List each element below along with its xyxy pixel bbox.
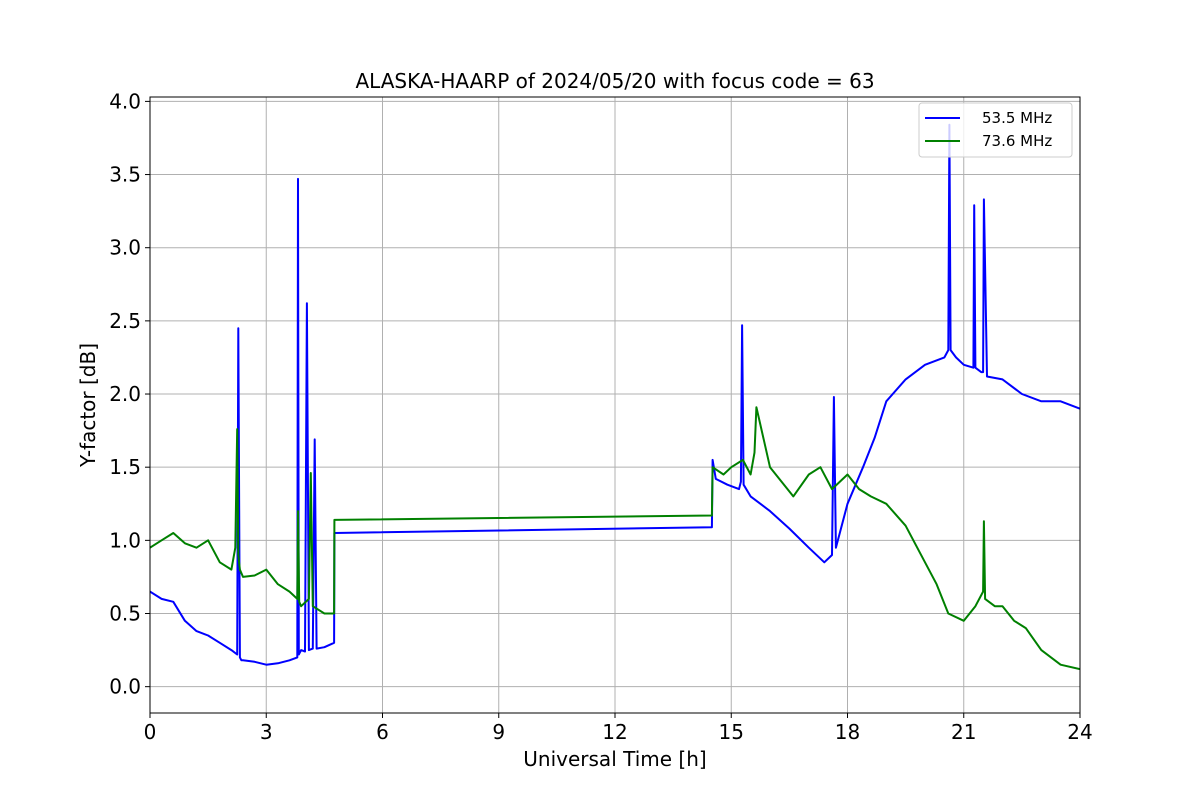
- x-tick-label: 18: [835, 720, 860, 744]
- legend-label-0: 53.5 MHz: [982, 109, 1052, 127]
- series-layer: [150, 123, 1080, 671]
- x-axis-label: Universal Time [h]: [523, 747, 706, 771]
- x-tick-label: 3: [260, 720, 273, 744]
- y-tick-label: 3.5: [109, 163, 141, 187]
- x-tick-label: 24: [1067, 720, 1092, 744]
- y-tick-label: 2.5: [109, 309, 141, 333]
- legend: 53.5 MHz 73.6 MHz: [918, 102, 1073, 158]
- y-tick-label: 0.0: [109, 675, 141, 699]
- y-tick-label: 1.0: [109, 528, 141, 552]
- legend-box: [918, 102, 1073, 158]
- legend-label-1: 73.6 MHz: [982, 132, 1052, 150]
- y-tick-label: 4.0: [109, 89, 141, 113]
- x-tick-label: 15: [719, 720, 744, 744]
- x-tick-label: 9: [492, 720, 505, 744]
- x-tick-label: 12: [602, 720, 627, 744]
- y-tick-label: 0.5: [109, 602, 141, 626]
- chart-title: ALASKA-HAARP of 2024/05/20 with focus co…: [355, 69, 874, 93]
- y-tick-label: 1.5: [109, 455, 141, 479]
- x-tick-label: 6: [376, 720, 389, 744]
- series-line-1: [150, 406, 1080, 671]
- series-line-0: [150, 123, 1080, 666]
- ticks: 0 3 6 9 12 15 18 21 24 0.0 0.5 1.0 1.5 2.0 2.5 3.0 3.5 4.…: [109, 89, 1093, 744]
- y-tick-label: 3.0: [109, 236, 141, 260]
- y-tick-label: 2.0: [109, 382, 141, 406]
- y-axis-label: Y-factor [dB]: [76, 343, 100, 468]
- x-tick-label: 0: [144, 720, 157, 744]
- x-tick-label: 21: [951, 720, 976, 744]
